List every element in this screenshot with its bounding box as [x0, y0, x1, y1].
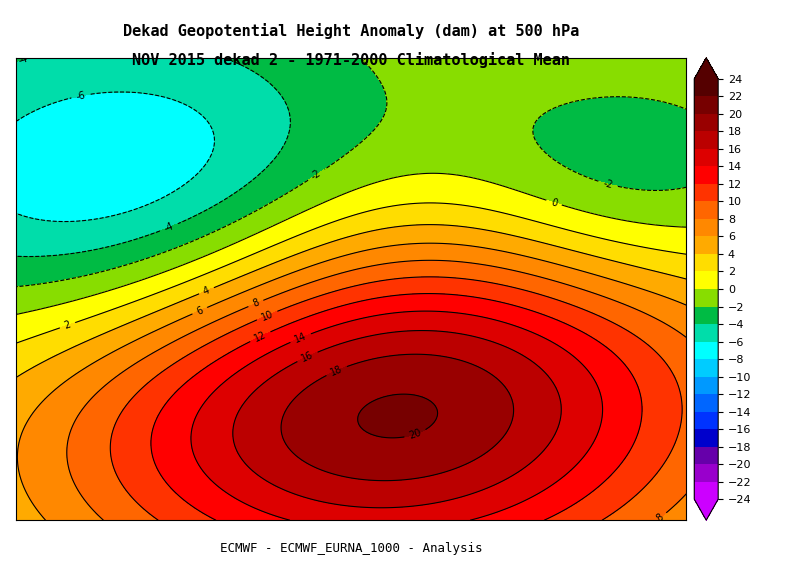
Text: 18: 18	[329, 364, 344, 378]
Text: 16: 16	[300, 350, 315, 364]
Text: -4: -4	[163, 221, 176, 234]
Text: 14: 14	[293, 331, 308, 345]
Text: ECMWF - ECMWF_EURNA_1000 - Analysis: ECMWF - ECMWF_EURNA_1000 - Analysis	[220, 542, 482, 555]
Text: 8: 8	[654, 512, 666, 524]
Text: 6: 6	[195, 305, 204, 317]
Text: 4: 4	[202, 285, 211, 297]
Text: 8: 8	[251, 298, 261, 309]
Text: 0: 0	[550, 197, 559, 208]
Text: -4: -4	[17, 53, 29, 65]
Text: -2: -2	[310, 168, 323, 181]
Text: Dekad Geopotential Height Anomaly (dam) at 500 hPa: Dekad Geopotential Height Anomaly (dam) …	[123, 23, 579, 39]
Text: NOV 2015 dekad 2 - 1971-2000 Climatological Mean: NOV 2015 dekad 2 - 1971-2000 Climatologi…	[132, 52, 570, 68]
Text: 12: 12	[253, 329, 268, 344]
Text: -2: -2	[602, 178, 614, 190]
PathPatch shape	[694, 58, 718, 79]
Text: -6: -6	[75, 90, 87, 102]
Text: 10: 10	[259, 309, 275, 323]
PathPatch shape	[694, 499, 718, 520]
Text: 20: 20	[408, 428, 423, 441]
Text: 2: 2	[63, 320, 72, 331]
